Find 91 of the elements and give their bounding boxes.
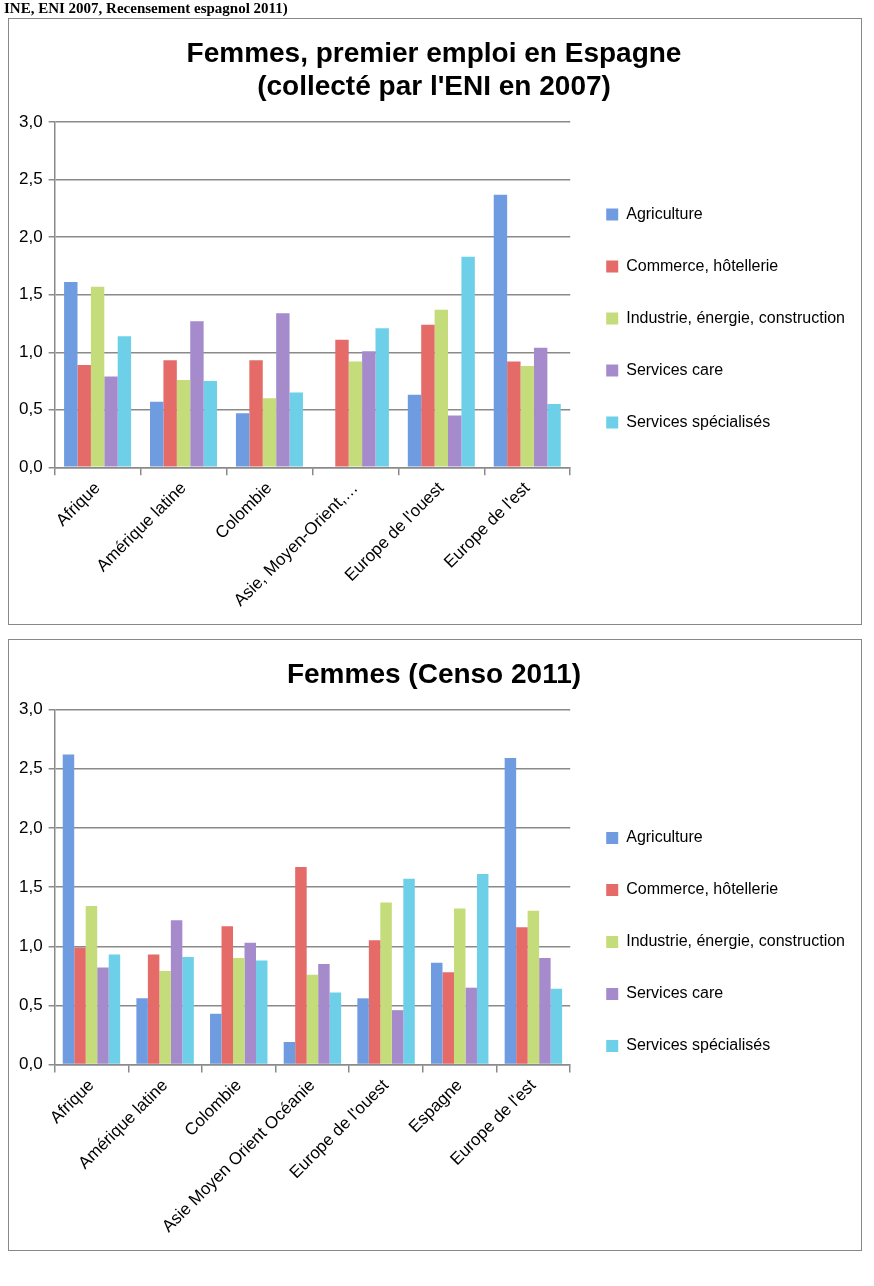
y-tick-label: 1,5	[18, 284, 43, 304]
bar	[335, 339, 349, 467]
legend-label: Commerce, hôtellerie	[626, 256, 779, 274]
bar	[190, 321, 204, 467]
bar	[147, 954, 160, 1064]
bar	[476, 874, 489, 1064]
bar	[375, 328, 389, 467]
legend-label: Industrie, énergie, construction	[626, 308, 846, 326]
bar	[465, 987, 477, 1064]
bar	[421, 324, 435, 467]
bar	[136, 998, 148, 1064]
bar	[550, 988, 563, 1064]
bar	[108, 954, 121, 1064]
bar	[504, 758, 517, 1064]
bar	[221, 926, 234, 1064]
bar	[547, 404, 561, 467]
bar	[283, 1042, 296, 1064]
y-tick-label: 0,0	[18, 1054, 43, 1074]
y-tick-label: 3,0	[18, 699, 43, 719]
bar	[431, 962, 443, 1064]
bar	[329, 992, 342, 1064]
text: INE, ENI 2007, Recensement espagnol 2011)	[3, 0, 289, 16]
bar	[210, 1013, 222, 1064]
bar	[64, 282, 78, 467]
y-tick-label: 0,5	[18, 399, 43, 419]
bar	[62, 754, 75, 1064]
bar	[77, 364, 91, 467]
bar	[318, 964, 330, 1064]
bar	[442, 972, 454, 1064]
bar	[104, 376, 118, 467]
bar	[235, 413, 250, 467]
bar	[244, 942, 256, 1064]
bar	[403, 878, 415, 1064]
bar	[539, 958, 551, 1064]
y-tick-label: 0,0	[18, 457, 43, 477]
bar	[434, 309, 449, 467]
legend-label: Industrie, énergie, construction	[626, 932, 846, 950]
bar	[117, 336, 132, 467]
bar	[233, 958, 245, 1064]
bar	[150, 401, 164, 467]
legend-label: Agriculture	[626, 204, 703, 222]
bar	[407, 394, 422, 467]
bar	[262, 398, 277, 467]
bar	[97, 967, 109, 1064]
bar	[306, 974, 319, 1064]
bar	[163, 360, 177, 467]
bar	[85, 906, 98, 1064]
y-tick-label: 2,0	[18, 226, 43, 246]
bar	[380, 902, 392, 1064]
bar	[516, 927, 528, 1064]
bar	[357, 998, 369, 1064]
legend-label: Agriculture	[626, 828, 703, 846]
bar	[170, 920, 183, 1064]
y-tick-label: 1,0	[18, 341, 43, 361]
legend-label: Services spécialisés	[626, 1036, 771, 1054]
bar	[276, 313, 290, 467]
bar	[362, 351, 376, 467]
bar	[527, 910, 540, 1064]
bar	[520, 366, 534, 467]
bar	[90, 286, 105, 467]
bar	[74, 947, 86, 1064]
bar	[182, 956, 194, 1064]
bar	[453, 908, 466, 1064]
bar	[289, 392, 303, 467]
bar	[391, 1010, 404, 1064]
bar	[461, 256, 475, 467]
legend-label: Services care	[626, 984, 724, 1002]
y-tick-label: 0,5	[18, 995, 43, 1015]
legend-label: Services spécialisés	[626, 412, 771, 430]
legend-label: Commerce, hôtellerie	[626, 880, 779, 898]
bar	[507, 361, 521, 467]
y-tick-label: 3,0	[18, 111, 43, 131]
bar	[295, 866, 307, 1064]
bar	[493, 194, 508, 467]
bar	[249, 360, 263, 467]
bar	[159, 971, 171, 1064]
bar	[368, 940, 381, 1064]
bar	[176, 379, 191, 467]
y-tick-label: 2,5	[18, 758, 43, 778]
bar	[533, 347, 548, 467]
chart-title: Femmes (Censo 2011)	[286, 657, 582, 689]
bar	[448, 415, 462, 467]
y-tick-label: 2,0	[18, 817, 43, 837]
bar	[203, 381, 218, 467]
bar	[348, 361, 363, 467]
y-tick-label: 1,5	[18, 876, 43, 896]
y-tick-label: 1,0	[18, 935, 43, 955]
chart-title: Femmes, premier emploi en Espagne (collecté par l'ENI en 2007)	[186, 36, 682, 102]
y-tick-label: 2,5	[18, 169, 43, 189]
bar	[256, 960, 268, 1064]
legend-label: Services care	[626, 360, 724, 378]
